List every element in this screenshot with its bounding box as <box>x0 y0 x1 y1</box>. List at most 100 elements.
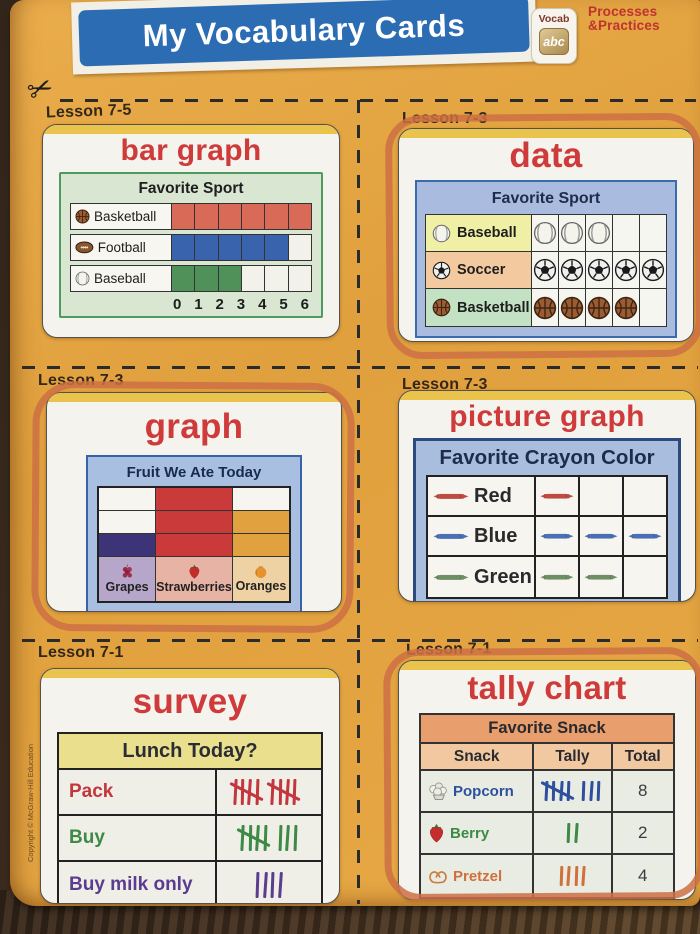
card-term: bar graph <box>120 134 262 167</box>
bar-cell <box>241 204 266 229</box>
row-label: Blue <box>428 517 536 555</box>
bar-graph-chart: Favorite Sport Basketball Football Baseball… <box>59 172 323 318</box>
bar-cell <box>265 235 289 260</box>
title-banner-paper: My Vocabulary Cards <box>71 0 537 75</box>
tally-marks <box>236 824 299 852</box>
bar-row: Baseball <box>70 265 312 292</box>
bar-cell <box>265 204 289 229</box>
column-label: Strawberries <box>156 557 232 601</box>
vocab-card-bar-graph: bar graph Favorite Sport Basketball Footba… <box>42 124 340 338</box>
tally-cell <box>534 813 613 853</box>
grapes-icon <box>121 564 134 579</box>
tally-marks <box>539 780 603 802</box>
baseball-icon <box>587 221 611 245</box>
row-label: Buy <box>59 816 217 860</box>
chart-title: Favorite Sport <box>491 190 601 207</box>
card-term: graph <box>144 407 244 446</box>
survey-row: Buy milk only <box>59 862 321 903</box>
graph-cell <box>156 488 232 511</box>
bar-cell <box>195 204 219 229</box>
total-value: 2 <box>638 823 648 842</box>
pictograph-table: Baseball Soccer Basketball <box>425 214 667 327</box>
crayon-icon <box>433 533 469 540</box>
graph-column: Oranges <box>232 488 290 601</box>
bar-cell <box>288 235 311 260</box>
tally-marks <box>228 778 307 806</box>
column-header: Tally <box>534 744 613 769</box>
baseball-icon <box>75 271 90 286</box>
soccer-icon <box>641 258 665 282</box>
pictograph-row: Soccer <box>426 252 666 289</box>
card-term: survey <box>132 682 248 721</box>
bar-cell <box>172 266 196 291</box>
bar-cell <box>172 204 196 229</box>
bar-cell <box>288 266 311 291</box>
bar-cell <box>195 235 219 260</box>
basketball-icon <box>533 296 557 320</box>
cut-line-bottom <box>22 639 698 642</box>
graph-cell <box>232 488 290 511</box>
crayon-icon <box>433 493 469 500</box>
cut-line-middle <box>22 366 698 369</box>
vocab-card-data: data Favorite Sport Baseball Soccer Basketb… <box>398 128 694 342</box>
graph-cell <box>99 534 156 557</box>
bar-cell <box>265 266 289 291</box>
vocab-card-graph: graph Fruit We Ate Today Grapes Strawberri… <box>46 392 342 612</box>
tally-cell <box>217 770 321 814</box>
lesson-label: Lesson 7-1 <box>405 640 492 659</box>
popcorn-icon <box>428 782 448 800</box>
table-headers: Snack Tally Total <box>421 744 673 771</box>
vocab-card-survey: survey Lunch Today? Pack Buy Buy milk only <box>40 668 340 904</box>
data-pictograph-chart: Favorite Sport Baseball Soccer Basketball <box>415 180 677 338</box>
bar-row-label: Baseball <box>70 265 172 292</box>
picture-graph-cell <box>536 517 580 555</box>
picture-graph-cell <box>580 557 624 597</box>
bar-cell <box>218 235 242 260</box>
tally-row: Pretzel 4 <box>421 855 673 897</box>
copyright-text: Copyright © McGraw-Hill Education <box>26 743 35 862</box>
vocab-card-tally-chart: tally chart Favorite Snack Snack Tally Tota… <box>398 660 696 900</box>
tally-marks <box>558 865 588 887</box>
pictograph-cell <box>532 252 559 288</box>
picture-graph-row: Green <box>428 557 666 597</box>
pictograph-cell <box>640 215 666 251</box>
pictograph-cell <box>559 215 586 251</box>
table-title: Lunch Today? <box>59 734 321 770</box>
pictograph-cell <box>613 215 640 251</box>
crayon-icon <box>628 533 662 539</box>
crayon-icon <box>433 574 469 581</box>
orange-icon <box>254 565 268 579</box>
chart-title: Favorite Crayon Color <box>439 446 655 469</box>
bar-cell <box>288 204 311 229</box>
soccer-icon <box>533 258 557 282</box>
pictograph-cell <box>559 289 586 326</box>
pictograph-cell <box>586 215 613 251</box>
row-label: Basketball <box>426 289 532 326</box>
graph-cell <box>99 488 156 511</box>
bar-cell <box>195 266 219 291</box>
lesson-label: Lesson 7-5 <box>45 101 132 122</box>
pictograph-cell <box>640 289 666 326</box>
bar-cell <box>241 266 266 291</box>
bar-cell <box>172 235 196 260</box>
lesson-label: Lesson 7-3 <box>402 110 488 127</box>
picture-graph-cell <box>536 557 580 597</box>
graph-cell <box>156 511 232 534</box>
pretzel-icon <box>428 868 448 884</box>
graph-cell <box>156 534 232 557</box>
card-term: tally chart <box>467 669 627 706</box>
strawberry-icon <box>188 564 201 579</box>
picture-graph-cell <box>624 517 666 555</box>
row-label: Baseball <box>426 215 532 251</box>
snack-tally-table: Favorite Snack Snack Tally Total Popcorn 8 Ber… <box>419 713 675 899</box>
tally-row: Berry 2 <box>421 813 673 855</box>
football-icon <box>75 241 94 254</box>
graph-column: Strawberries <box>156 488 233 601</box>
workbook-page: My Vocabulary Cards Vocab abc Processes … <box>10 0 700 906</box>
card-term: data <box>509 136 583 175</box>
tally-cell <box>534 855 613 897</box>
tally-row: Popcorn 8 <box>421 771 673 813</box>
crayon-icon <box>584 533 618 539</box>
bar-track <box>172 265 312 292</box>
